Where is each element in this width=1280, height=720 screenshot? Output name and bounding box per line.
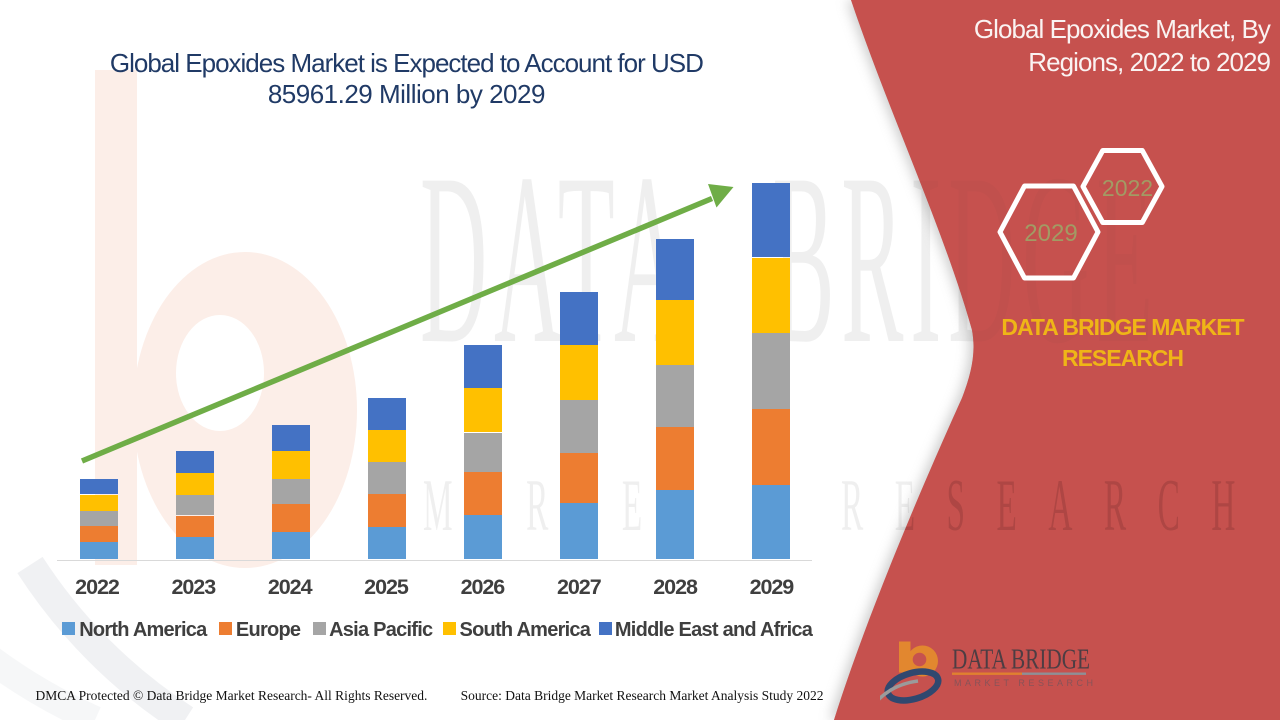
svg-text:MARKET RESEARCH: MARKET RESEARCH [954,678,1093,688]
svg-text:2029: 2029 [1024,220,1077,247]
svg-text:2022: 2022 [1102,175,1153,201]
svg-text:DATA BRIDGE: DATA BRIDGE [952,644,1090,676]
